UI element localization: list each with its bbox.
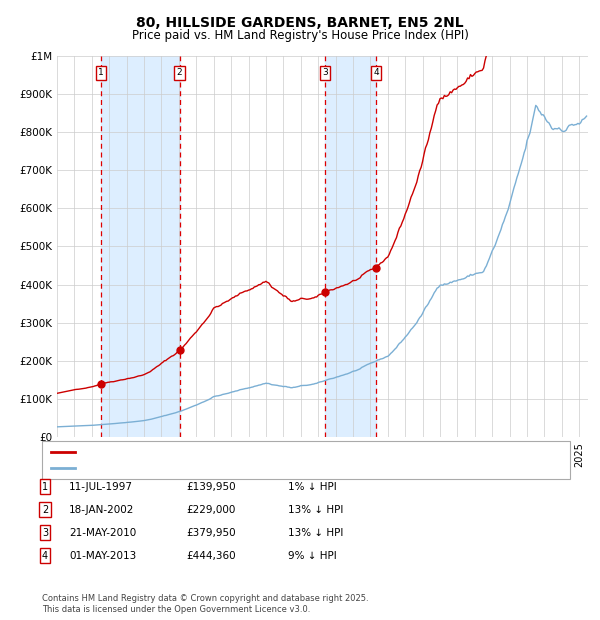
Text: 13% ↓ HPI: 13% ↓ HPI: [288, 528, 343, 538]
Text: £229,000: £229,000: [186, 505, 235, 515]
Text: 1: 1: [42, 482, 48, 492]
Text: £139,950: £139,950: [186, 482, 236, 492]
Text: Price paid vs. HM Land Registry's House Price Index (HPI): Price paid vs. HM Land Registry's House …: [131, 29, 469, 42]
Text: 1% ↓ HPI: 1% ↓ HPI: [288, 482, 337, 492]
Text: £379,950: £379,950: [186, 528, 236, 538]
Text: 11-JUL-1997: 11-JUL-1997: [69, 482, 133, 492]
Text: 9% ↓ HPI: 9% ↓ HPI: [288, 551, 337, 560]
Text: 3: 3: [42, 528, 48, 538]
Text: 13% ↓ HPI: 13% ↓ HPI: [288, 505, 343, 515]
Text: 21-MAY-2010: 21-MAY-2010: [69, 528, 136, 538]
Text: Contains HM Land Registry data © Crown copyright and database right 2025.
This d: Contains HM Land Registry data © Crown c…: [42, 595, 368, 614]
Text: 18-JAN-2002: 18-JAN-2002: [69, 505, 134, 515]
Text: 80, HILLSIDE GARDENS, BARNET, EN5 2NL: 80, HILLSIDE GARDENS, BARNET, EN5 2NL: [136, 16, 464, 30]
Text: 2: 2: [177, 68, 182, 78]
Text: £444,360: £444,360: [186, 551, 236, 560]
Bar: [101, 56, 179, 437]
Text: 4: 4: [373, 68, 379, 78]
Text: 3: 3: [322, 68, 328, 78]
Text: 1: 1: [98, 68, 104, 78]
Text: 80, HILLSIDE GARDENS, BARNET, EN5 2NL (semi-detached house): 80, HILLSIDE GARDENS, BARNET, EN5 2NL (s…: [78, 447, 402, 457]
Bar: [325, 56, 376, 437]
Text: 4: 4: [42, 551, 48, 560]
Text: 2: 2: [42, 505, 48, 515]
Text: 01-MAY-2013: 01-MAY-2013: [69, 551, 136, 560]
Text: HPI: Average price, semi-detached house, Barnet: HPI: Average price, semi-detached house,…: [78, 463, 319, 473]
